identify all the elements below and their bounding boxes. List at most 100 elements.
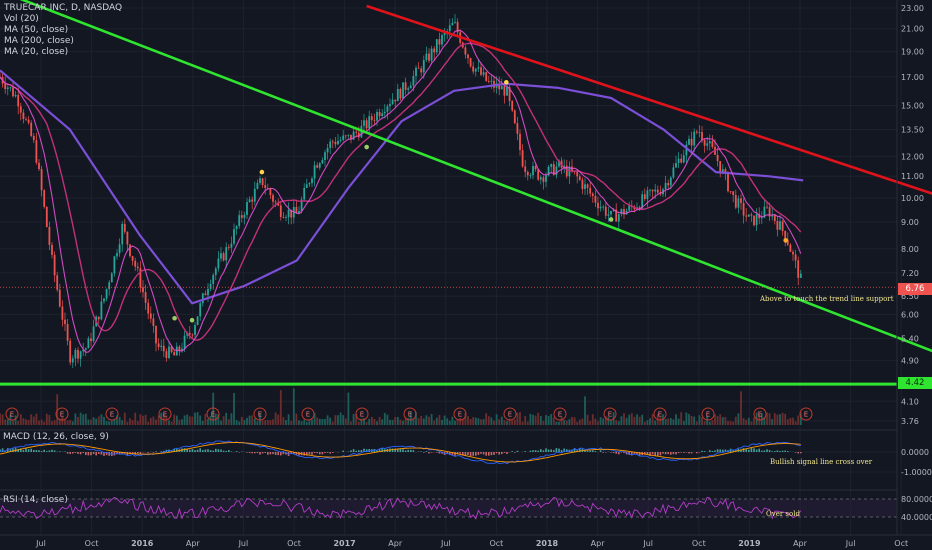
candle-body (212, 274, 215, 284)
volume-bar (459, 418, 462, 425)
candle-body (170, 346, 173, 353)
earnings-badge-label: E (360, 411, 364, 419)
macd-label[interactable]: MACD (12, 26, close, 9) (3, 432, 109, 442)
candle-body (779, 221, 781, 230)
volume-bar (641, 414, 644, 425)
macd-histogram-bar (183, 448, 186, 452)
price-axis-tick: 3.76 (901, 417, 919, 426)
volume-bar (503, 420, 506, 425)
volume-bars (0, 388, 802, 425)
candle-body (90, 338, 92, 342)
candle-body (246, 202, 248, 215)
volume-bar (490, 417, 493, 425)
earnings-badge-label: E (804, 411, 808, 419)
macd-histogram-bar (391, 448, 394, 452)
macd-axis-tick: 0.0000 (901, 448, 929, 457)
time-axis-tick: Apr (591, 539, 606, 548)
candle-body (430, 48, 433, 61)
macd-histogram-bar (7, 448, 9, 452)
legend-vol[interactable]: Vol (20) (4, 14, 39, 24)
legend-ma-50[interactable]: MA (50, close) (4, 25, 69, 35)
volume-bar (342, 415, 345, 425)
signal-dot (364, 144, 369, 150)
candle-body (305, 184, 308, 188)
volume-bar (508, 418, 511, 425)
macd-histogram-bar (53, 450, 56, 452)
legend-ma-20[interactable]: MA (20, close) (4, 47, 69, 57)
macd-histogram-bar (698, 452, 701, 453)
volume-bar (724, 417, 727, 425)
volume-bar (664, 418, 667, 425)
volume-bar (209, 415, 212, 425)
volume-bar (118, 416, 121, 425)
macd-histogram-bar (654, 452, 656, 456)
candle-body (799, 273, 802, 278)
candle-body (108, 282, 111, 290)
macd-histogram-bar (677, 452, 680, 454)
candle-body (253, 188, 256, 202)
macd-histogram-bar (711, 450, 714, 452)
candle-body (474, 68, 477, 72)
legend-ma-200[interactable]: MA (200, close) (4, 36, 74, 46)
volume-bar (12, 419, 14, 425)
candle-body (740, 198, 742, 203)
price-axis-tick: 4.10 (901, 397, 919, 406)
volume-bar (139, 414, 142, 425)
candle-body (456, 21, 459, 33)
macd-histogram-bar (690, 452, 693, 454)
macd-histogram-bar (14, 447, 17, 452)
macd-histogram-bar (797, 452, 799, 454)
volume-bar (30, 414, 33, 425)
candle-body (688, 138, 690, 145)
macd-histogram-bar (563, 448, 565, 452)
legend-title[interactable]: TRUECAR INC, D, NASDAQ (4, 3, 123, 13)
last-price-tag: 6.76 (898, 283, 932, 295)
candle-body (61, 306, 64, 320)
candle-body (708, 141, 711, 144)
macd-histogram-bar (618, 452, 620, 455)
earnings-badge (603, 407, 617, 421)
volume-bar (147, 421, 150, 425)
earnings-badge-label: E (608, 411, 612, 419)
volume-bar (376, 421, 378, 425)
volume-bar (623, 413, 625, 425)
volume-bar (274, 412, 277, 425)
candle-body (399, 88, 402, 99)
volume-bar (316, 417, 319, 425)
candle-body (27, 119, 30, 123)
candle-body (763, 206, 766, 218)
volume-bar (251, 415, 254, 425)
trendlines[interactable] (0, 0, 932, 386)
candle-body (565, 165, 568, 177)
volume-bar (630, 413, 633, 425)
candle-body (261, 178, 264, 186)
ma-200-line (0, 69, 804, 305)
volume-bar (493, 420, 495, 425)
candle-body (537, 169, 540, 180)
volume-bar (227, 419, 230, 425)
macd-histogram-bar (155, 451, 157, 452)
candle-body (14, 94, 17, 97)
rsi-label[interactable]: RSI (14, close) (3, 495, 68, 505)
macd-histogram-bar (667, 452, 669, 455)
volume-bar (578, 419, 581, 425)
volume-bar (181, 419, 183, 425)
volume-bar (35, 413, 38, 425)
candle-body (103, 298, 105, 302)
macd-axis-tick: -1.0000 (901, 468, 932, 477)
candle-body (35, 140, 38, 163)
candle-body (277, 202, 280, 206)
candle-body (113, 256, 116, 274)
time-axis-tick: Oct (692, 539, 706, 548)
volume-bar (745, 419, 748, 425)
macd-histogram-bar (550, 449, 552, 452)
candle-body (378, 111, 381, 117)
macd-histogram-bar (430, 452, 433, 453)
candle-body (617, 214, 620, 222)
candle-body (750, 214, 753, 216)
macd-histogram-bar (462, 452, 464, 456)
annotation-price: Above to touch the trend line support (759, 295, 894, 303)
macd-histogram-bar (248, 452, 251, 453)
candle-body (66, 324, 69, 341)
